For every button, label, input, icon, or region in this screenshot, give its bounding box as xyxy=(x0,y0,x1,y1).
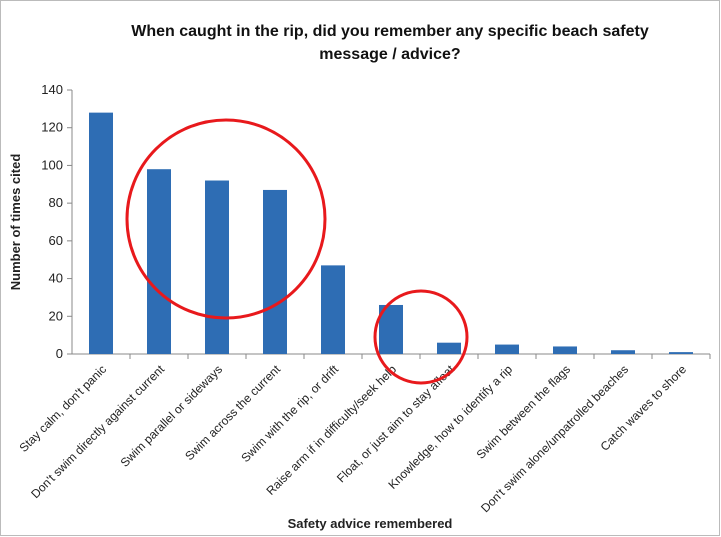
bar xyxy=(263,189,287,354)
y-axis-label: Number of times cited xyxy=(8,154,23,291)
bar xyxy=(89,112,113,354)
bar xyxy=(669,352,693,354)
y-tick-label: 20 xyxy=(49,308,63,323)
x-axis-label: Safety advice remembered xyxy=(288,516,453,531)
bar xyxy=(553,346,577,354)
y-tick-label: 140 xyxy=(41,82,63,97)
y-tick-label: 100 xyxy=(41,157,63,172)
bar xyxy=(611,350,635,354)
chart-title: When caught in the rip, did you remember… xyxy=(131,23,649,63)
bar xyxy=(205,180,229,354)
y-tick-label: 120 xyxy=(41,120,63,135)
y-tick-label: 0 xyxy=(56,346,63,361)
highlight-circle xyxy=(373,289,469,385)
y-tick-label: 80 xyxy=(49,195,63,210)
bar xyxy=(321,265,345,354)
bar xyxy=(147,169,171,354)
y-tick-label: 40 xyxy=(49,271,63,286)
highlight-circle xyxy=(125,118,327,320)
y-tick-label: 60 xyxy=(49,233,63,248)
bar xyxy=(437,342,461,354)
bar xyxy=(495,344,519,354)
